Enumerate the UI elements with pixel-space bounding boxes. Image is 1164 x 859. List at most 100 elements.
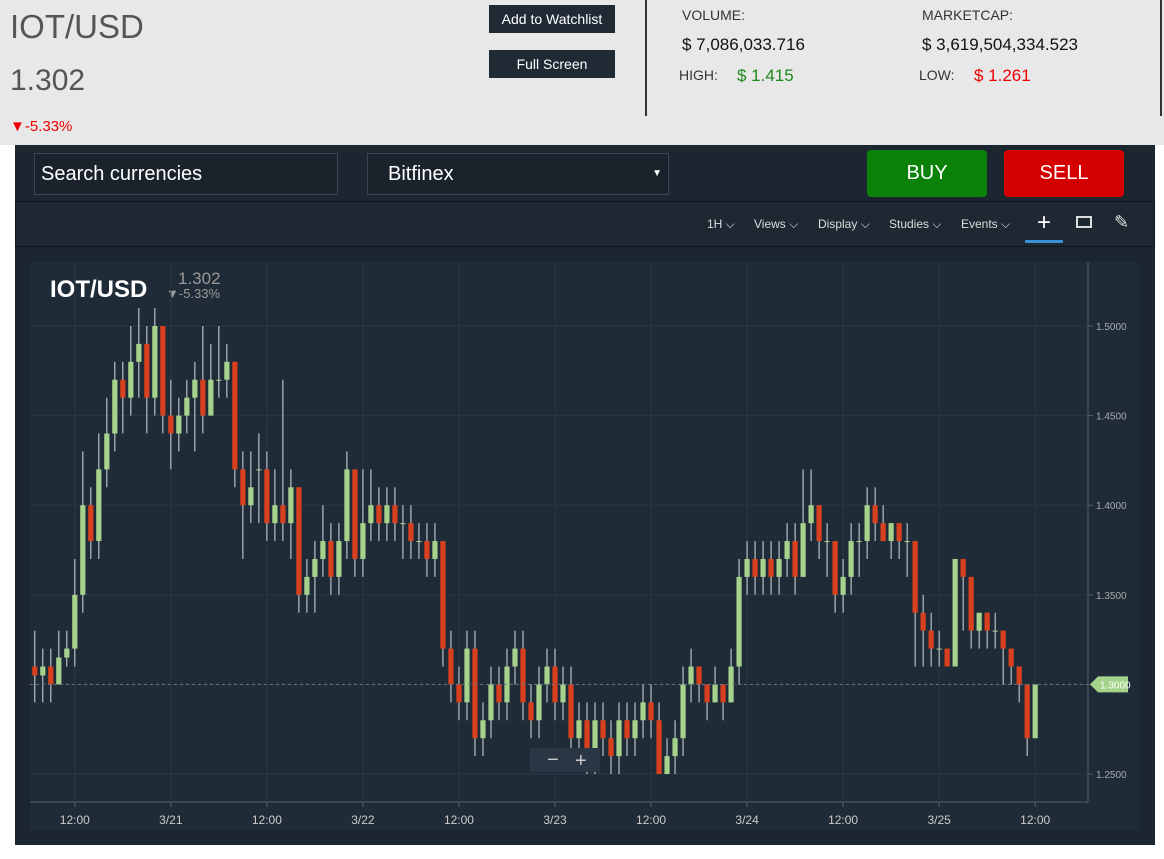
menu-item[interactable]: Display ⌵: [818, 217, 870, 231]
candle-body: [720, 684, 726, 703]
candle-body: [456, 684, 462, 703]
candle-body: [688, 666, 694, 685]
candle-body: [648, 702, 654, 721]
search-input[interactable]: Search currencies: [34, 153, 338, 195]
volume: $ 7,086,033.716: [682, 35, 805, 54]
candle-body: [544, 666, 550, 685]
zoom-in[interactable]: +: [575, 750, 587, 772]
candle-body: [680, 684, 686, 739]
candle-body: [752, 558, 758, 577]
candle-body: [384, 505, 390, 524]
candle-body: [328, 541, 334, 577]
exchange: Bitfinex: [388, 163, 454, 185]
candle-body: [864, 505, 870, 542]
menu-item[interactable]: Events ⌵: [961, 217, 1011, 231]
candle-body: [888, 523, 894, 542]
candle-body: [200, 379, 206, 416]
x-tick-label: 3/22: [351, 813, 375, 827]
chart-last: 1.302: [178, 269, 221, 288]
candle-body: [768, 558, 774, 577]
candle-body: [72, 594, 78, 649]
candle-body: [496, 684, 502, 703]
candle-body: [96, 469, 102, 542]
candle-body: [592, 720, 598, 757]
candle-body: [160, 325, 166, 416]
candle-body: [176, 415, 182, 434]
exchange-select[interactable]: Bitfinex ▼: [367, 153, 669, 195]
last-price-tag: [1090, 676, 1128, 693]
x-tick-label: 3/21: [159, 813, 183, 827]
candle-body: [584, 720, 590, 757]
candle-body: [712, 684, 718, 703]
high: $ 1.415: [737, 66, 794, 85]
candle-body: [608, 738, 614, 757]
x-tick-label: 12:00: [252, 813, 282, 827]
candle-body: [152, 325, 158, 398]
x-tick-label: 12:00: [828, 813, 858, 827]
low: $ 1.261: [974, 66, 1031, 85]
candle-body: [400, 523, 406, 525]
candle-body: [880, 523, 886, 542]
draw-tool[interactable]: ✎: [1114, 212, 1130, 232]
candle-body: [392, 505, 398, 524]
candle-body: [824, 541, 830, 543]
candle-body: [304, 576, 310, 595]
x-tick-label: 12:00: [60, 813, 90, 827]
candle-body: [784, 541, 790, 559]
candle-body: [624, 720, 630, 739]
candle-body: [872, 505, 878, 524]
candle-body: [704, 684, 710, 703]
zoom-control: − +: [530, 748, 600, 772]
chart-toolbar: [15, 201, 1155, 247]
candle-body: [696, 666, 702, 685]
candle-body: [560, 684, 566, 703]
candle-body: [928, 630, 934, 649]
zoom-out[interactable]: −: [547, 749, 559, 771]
candle-body: [240, 469, 246, 506]
candle-body: [312, 558, 318, 577]
candle-body: [944, 648, 950, 667]
watchlist-button[interactable]: Add to Watchlist: [489, 5, 615, 33]
candle-body: [1024, 684, 1030, 739]
candle-body: [88, 505, 94, 542]
candle-body: [960, 558, 966, 577]
menu-item[interactable]: 1H ⌵: [707, 217, 735, 231]
candle-body: [216, 379, 222, 381]
buy-button[interactable]: BUY: [867, 150, 987, 197]
candle-body: [248, 487, 254, 506]
candle-body: [480, 720, 486, 739]
candle-body: [1000, 630, 1006, 649]
candle-body: [256, 469, 262, 471]
candle-body: [968, 576, 974, 631]
menu-label: Studies: [889, 217, 930, 231]
candle-body: [536, 684, 542, 721]
candle-body: [664, 756, 670, 775]
fullscreen-button[interactable]: Full Screen: [489, 50, 615, 78]
x-tick-label: 3/25: [927, 813, 951, 827]
candle-body: [224, 361, 230, 380]
candle-body: [416, 541, 422, 543]
candle-body: [32, 666, 38, 676]
divider: [645, 0, 647, 116]
x-tick-label: 12:00: [444, 813, 474, 827]
y-tick-label: 1.4500: [1096, 412, 1127, 423]
candle-body: [912, 541, 918, 613]
comment-tool[interactable]: [1076, 216, 1092, 228]
menu-item[interactable]: Studies ⌵: [889, 217, 942, 231]
candle-body: [280, 505, 286, 524]
menu-item[interactable]: Views ⌵: [754, 217, 799, 231]
chart: IOT/USD 1.302 ▼-5.33% 1.2500 1.3000 1.3500…: [30, 262, 1140, 830]
candle-body: [464, 648, 470, 703]
candle-body: [616, 720, 622, 757]
candle-body: [736, 576, 742, 667]
candle-body: [672, 738, 678, 757]
candle-body: [424, 541, 430, 559]
sell-button[interactable]: SELL: [1004, 150, 1124, 197]
marketcap: $ 3,619,504,334.523: [922, 35, 1078, 54]
crosshair-tool[interactable]: +: [1025, 208, 1063, 243]
candle-body: [728, 666, 734, 703]
chart-change: -5.33%: [179, 286, 221, 301]
candle-body: [432, 541, 438, 559]
candle-body: [600, 720, 606, 739]
